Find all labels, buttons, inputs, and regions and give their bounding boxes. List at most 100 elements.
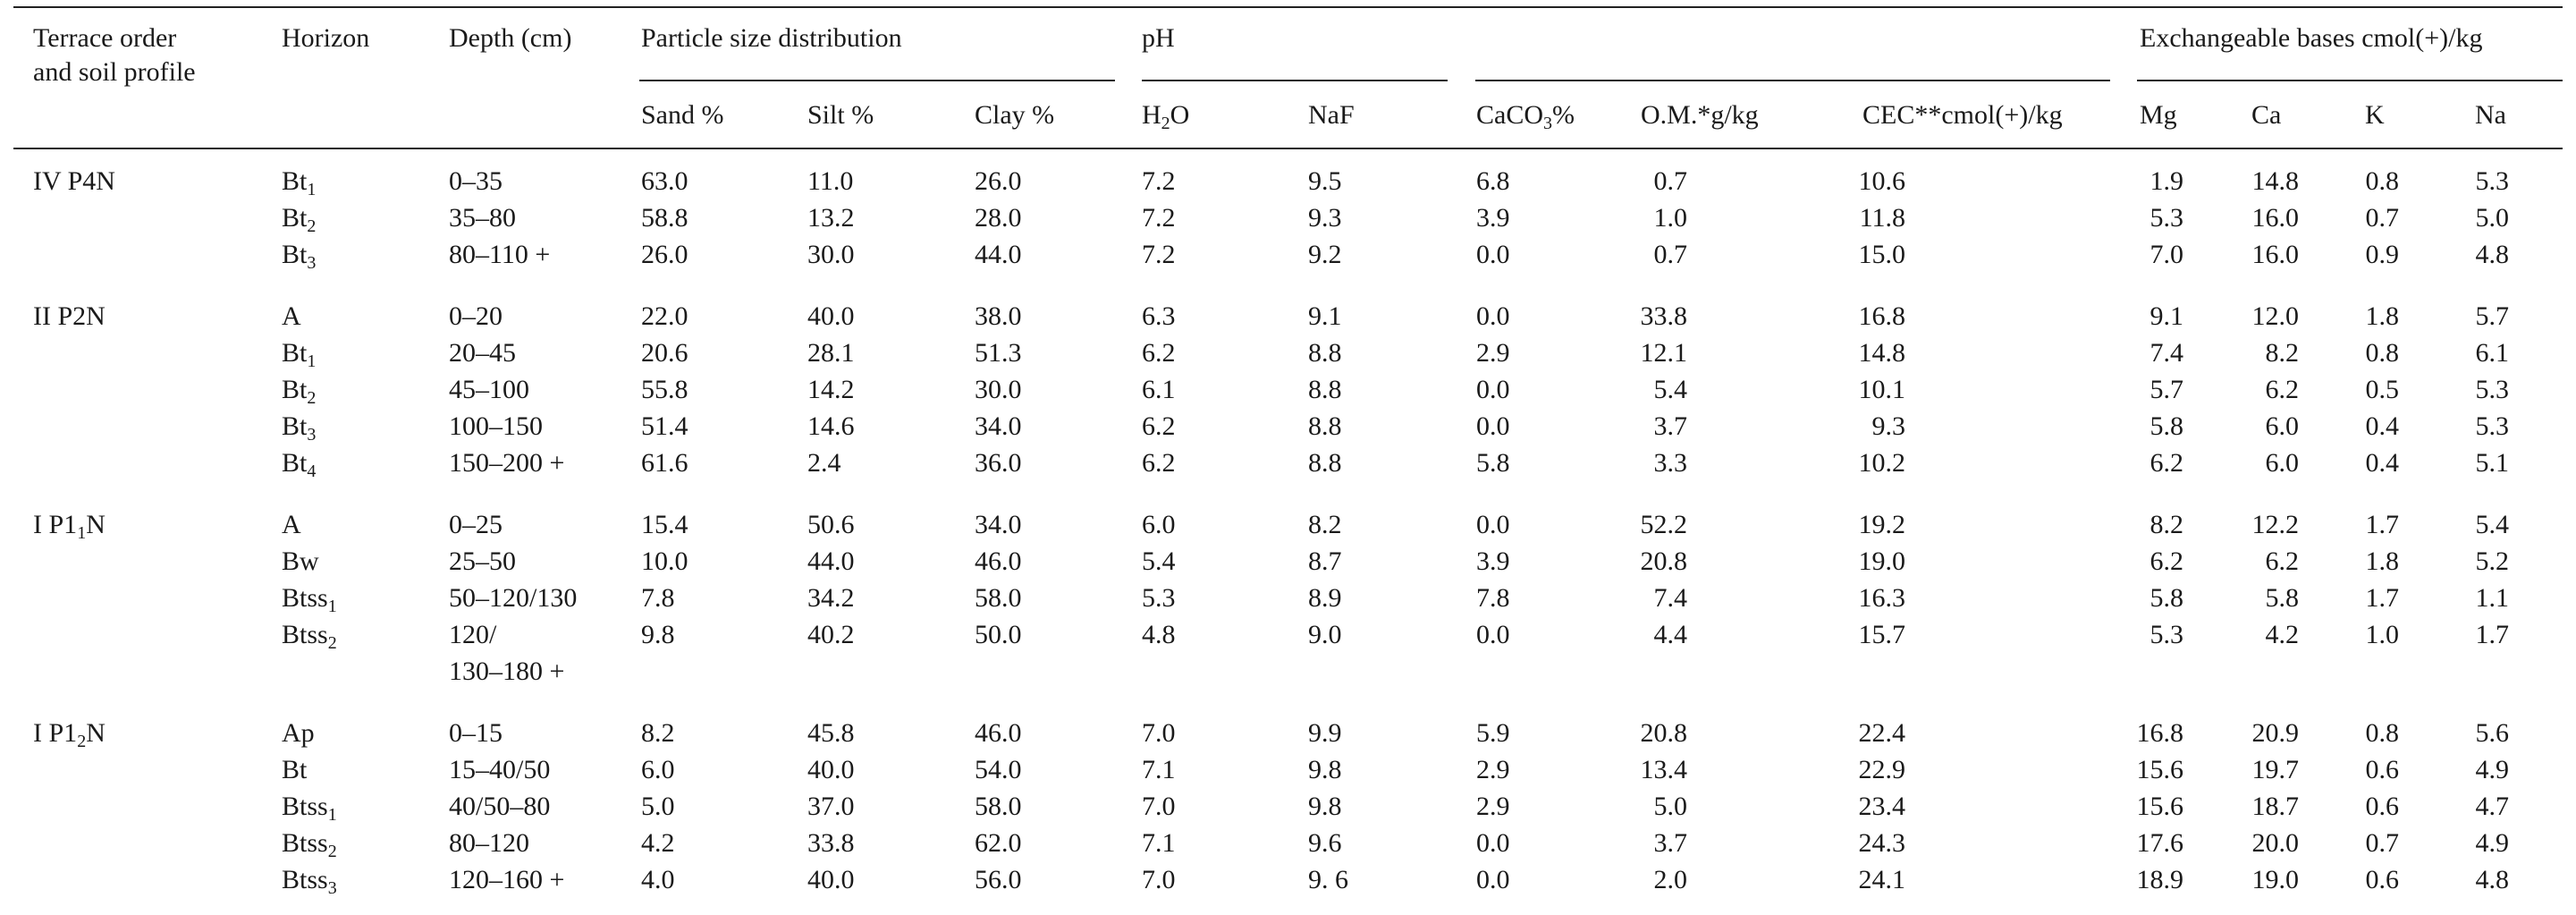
table-cell-k: 0.8 [2365,338,2400,368]
table-cell-om: 12.1 [1640,338,1688,368]
table-cell-silt: 28.1 [807,338,855,368]
table-cell-mg: 5.7 [2149,375,2184,404]
table-cell-caco3: 0.0 [1476,375,1510,404]
table-cell-na: 5.2 [2475,546,2510,576]
table-cell-ca: 19.7 [2251,755,2300,784]
table-cell-om: 0.7 [1653,240,1688,269]
table-cell-na: 5.7 [2475,301,2510,331]
table-cell-k: 0.6 [2365,865,2400,894]
table-cell-silt: 30.0 [807,240,855,269]
table-cell-naf: 9.3 [1308,203,1342,233]
ph-underline [1142,80,1448,81]
table-cell-caco3: 6.8 [1476,166,1510,196]
table-cell-depth: 45–100 [449,375,529,404]
table-cell-mg: 7.4 [2149,338,2184,368]
table-cell-ca: 20.0 [2251,828,2300,858]
table-cell-caco3: 5.8 [1476,448,1510,478]
table-cell-naf: 8.8 [1308,411,1342,441]
table-cell-caco3: 0.0 [1476,620,1510,649]
table-cell-silt: 37.0 [807,792,855,821]
table-cell-clay: 56.0 [975,865,1022,894]
table-cell-h2o: 6.2 [1142,448,1176,478]
table-cell-horizon: Ap [282,718,315,748]
col-header-mg: Mg [2140,100,2177,130]
table-cell-ca: 19.0 [2251,865,2300,894]
table-cell-cec: 15.0 [1858,240,1906,269]
table-cell-k: 0.6 [2365,792,2400,821]
table-cell-mg: 5.8 [2149,583,2184,613]
table-cell-h2o: 6.3 [1142,301,1176,331]
table-cell-mg: 15.6 [2136,755,2184,784]
col-header-psd: Particle size distribution [641,23,902,53]
table-cell-silt: 40.0 [807,755,855,784]
table-cell-clay: 30.0 [975,375,1022,404]
table-cell-horizon: A [282,510,301,539]
table-cell-sand: 58.8 [641,203,688,233]
table-cell-clay: 44.0 [975,240,1022,269]
table-cell-silt: 2.4 [807,448,841,478]
table-cell-horizon: Btss1 [282,583,337,616]
table-cell-cec: 24.1 [1858,865,1906,894]
table-cell-ca: 6.2 [2265,375,2300,404]
table-cell-clay: 38.0 [975,301,1022,331]
table-cell-na: 4.9 [2475,755,2510,784]
table-cell-na: 4.8 [2475,240,2510,269]
table-cell-om: 2.0 [1653,865,1688,894]
table-cell-depth: 40/50–80 [449,792,551,821]
table-cell-sand: 55.8 [641,375,688,404]
table-cell-sand: 22.0 [641,301,688,331]
table-cell-na: 5.6 [2475,718,2510,748]
col-header-k: K [2365,100,2385,130]
table-cell-depth: 80–120 [449,828,529,858]
exch-underline [2137,80,2563,81]
table-cell-h2o: 6.2 [1142,411,1176,441]
table-cell-clay: 58.0 [975,583,1022,613]
table-cell-h2o: 6.1 [1142,375,1176,404]
table-cell-silt: 34.2 [807,583,855,613]
table-cell-mg: 7.0 [2149,240,2184,269]
table-cell-clay: 26.0 [975,166,1022,196]
profile-label: I P12N [33,718,106,751]
table-cell-cec: 19.0 [1858,546,1906,576]
table-cell-naf: 8.7 [1308,546,1342,576]
table-cell-mg: 18.9 [2136,865,2184,894]
table-cell-k: 1.8 [2365,546,2400,576]
table-cell-clay: 34.0 [975,510,1022,539]
table-cell-depth-cont: 130–180 + [449,657,565,686]
table-cell-caco3: 0.0 [1476,240,1510,269]
col-header-na: Na [2475,100,2506,130]
table-cell-depth: 0–35 [449,166,503,196]
table-cell-silt: 40.0 [807,865,855,894]
table-cell-om: 5.0 [1653,792,1688,821]
psd-underline [639,80,1115,81]
table-cell-silt: 13.2 [807,203,855,233]
table-cell-ca: 16.0 [2251,203,2300,233]
table-cell-depth: 50–120/130 [449,583,578,613]
table-cell-naf: 9.5 [1308,166,1342,196]
table-cell-clay: 54.0 [975,755,1022,784]
col-header-clay: Clay % [975,100,1055,130]
table-cell-k: 1.7 [2365,583,2400,613]
table-cell-om: 3.3 [1653,448,1688,478]
table-cell-silt: 33.8 [807,828,855,858]
table-cell-h2o: 6.0 [1142,510,1176,539]
table-cell-om: 0.7 [1653,166,1688,196]
col-header-naf: NaF [1308,100,1355,130]
table-cell-mg: 5.8 [2149,411,2184,441]
table-cell-ca: 5.8 [2265,583,2300,613]
table-cell-cec: 10.6 [1858,166,1906,196]
table-cell-horizon: A [282,301,301,331]
col-header-caco3: CaCO3% [1476,100,1575,133]
table-cell-horizon: Bt1 [282,166,317,199]
table-cell-mg: 15.6 [2136,792,2184,821]
table-cell-sand: 26.0 [641,240,688,269]
table-cell-depth: 120/ [449,620,497,649]
table-cell-silt: 40.0 [807,301,855,331]
table-cell-na: 5.4 [2475,510,2510,539]
table-cell-sand: 4.2 [641,828,675,858]
table-cell-na: 1.7 [2475,620,2510,649]
table-cell-depth: 35–80 [449,203,516,233]
table-cell-naf: 8.9 [1308,583,1342,613]
table-cell-silt: 40.2 [807,620,855,649]
profile-label: IV P4N [33,166,115,196]
